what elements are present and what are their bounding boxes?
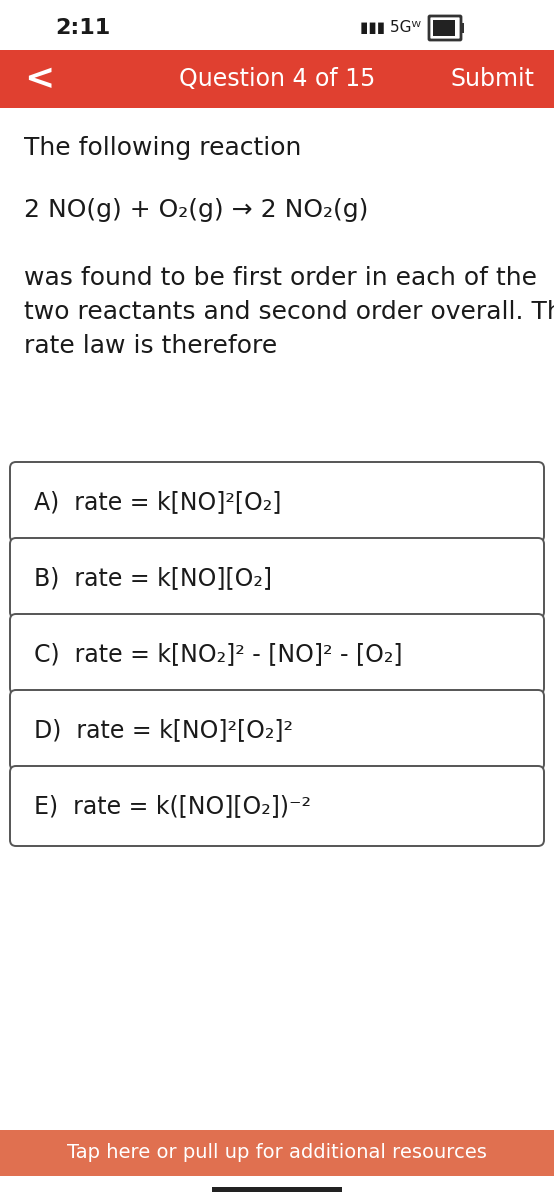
- FancyBboxPatch shape: [10, 462, 544, 542]
- Text: ▮▮▮ 5Gᵂ: ▮▮▮ 5Gᵂ: [360, 20, 421, 36]
- Text: rate law is therefore: rate law is therefore: [24, 334, 277, 358]
- Bar: [433, 20, 455, 36]
- FancyBboxPatch shape: [10, 766, 544, 846]
- Bar: [460, 23, 464, 32]
- Text: D)  rate = k[NO]²[O₂]²: D) rate = k[NO]²[O₂]²: [34, 718, 293, 742]
- Bar: [212, 1187, 342, 1192]
- Text: 2 NO(g) + O₂(g) → 2 NO₂(g): 2 NO(g) + O₂(g) → 2 NO₂(g): [24, 198, 368, 222]
- FancyBboxPatch shape: [10, 690, 544, 770]
- Text: C)  rate = k[NO₂]² - [NO]² - [O₂]: C) rate = k[NO₂]² - [NO]² - [O₂]: [34, 642, 403, 666]
- Text: Submit: Submit: [450, 67, 534, 91]
- FancyBboxPatch shape: [10, 614, 544, 694]
- Bar: [0, 50, 554, 108]
- Text: <: <: [24, 62, 54, 96]
- Text: 2:11: 2:11: [55, 18, 110, 38]
- Text: was found to be first order in each of the: was found to be first order in each of t…: [24, 266, 537, 290]
- FancyBboxPatch shape: [429, 16, 461, 40]
- Bar: [0, 1130, 554, 1176]
- Text: two reactants and second order overall. The: two reactants and second order overall. …: [24, 300, 554, 324]
- Text: The following reaction: The following reaction: [24, 136, 301, 160]
- Text: Tap here or pull up for additional resources: Tap here or pull up for additional resou…: [67, 1144, 487, 1163]
- Text: B)  rate = k[NO][O₂]: B) rate = k[NO][O₂]: [34, 566, 272, 590]
- Text: Question 4 of 15: Question 4 of 15: [179, 67, 375, 91]
- FancyBboxPatch shape: [10, 538, 544, 618]
- Text: E)  rate = k([NO][O₂])⁻²: E) rate = k([NO][O₂])⁻²: [34, 794, 311, 818]
- Text: A)  rate = k[NO]²[O₂]: A) rate = k[NO]²[O₂]: [34, 490, 281, 514]
